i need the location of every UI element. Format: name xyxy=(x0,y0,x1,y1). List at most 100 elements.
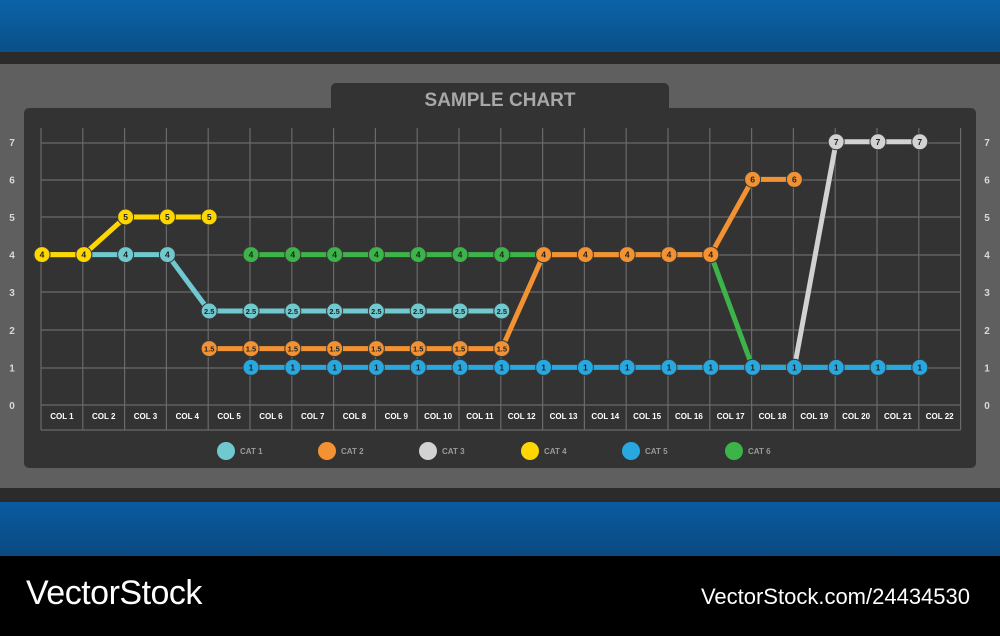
data-point xyxy=(284,358,302,376)
legend-swatch xyxy=(318,442,336,460)
top-blue-band xyxy=(0,0,1000,52)
data-label: 4 xyxy=(541,250,546,260)
y-tick-label-left: 4 xyxy=(9,251,15,262)
legend-label: CAT 2 xyxy=(341,447,364,456)
data-label: 1 xyxy=(625,362,630,372)
chart-panel xyxy=(24,108,976,468)
data-point xyxy=(242,358,260,376)
legend-swatch xyxy=(217,442,235,460)
data-point xyxy=(75,246,93,264)
data-label: 4 xyxy=(165,250,170,260)
data-point xyxy=(451,340,469,358)
series-cat-5: 1 1 1 1 1 1 1 1 1 1 1 1 1 1 1 1 1 xyxy=(242,358,929,376)
data-label: 2.5 xyxy=(455,307,465,316)
legend-label: CAT 4 xyxy=(544,447,567,456)
data-point xyxy=(785,358,803,376)
x-tick-label: COL 18 xyxy=(759,412,787,421)
y-tick-label-right: 2 xyxy=(984,326,990,337)
data-point xyxy=(660,246,678,264)
data-label: 1 xyxy=(499,362,504,372)
data-point xyxy=(911,358,929,376)
legend-label: CAT 5 xyxy=(645,447,668,456)
data-label: 7 xyxy=(917,137,922,147)
y-tick-label-left: 6 xyxy=(9,175,15,186)
data-point xyxy=(326,340,344,358)
x-tick-label: COL 17 xyxy=(717,412,745,421)
data-point xyxy=(911,133,929,151)
y-tick-label-left: 3 xyxy=(9,288,15,299)
x-tick-label: COL 9 xyxy=(385,412,409,421)
series-cat-4: 4 4 5 5 5 xyxy=(33,208,218,264)
data-label: 4 xyxy=(416,250,421,260)
data-label: 4 xyxy=(667,250,672,260)
data-point xyxy=(493,340,511,358)
data-point xyxy=(744,170,762,188)
y-tick-label-left: 1 xyxy=(9,363,15,374)
y-tick-label-right: 4 xyxy=(984,251,990,262)
x-tick-label: COL 4 xyxy=(176,412,200,421)
data-point xyxy=(744,358,762,376)
x-tick-label: COL 13 xyxy=(550,412,578,421)
x-tick-label: COL 21 xyxy=(884,412,912,421)
data-label: 1.5 xyxy=(455,345,465,354)
data-label: 4 xyxy=(81,250,86,260)
data-label: 1 xyxy=(416,362,421,372)
data-label: 1 xyxy=(458,362,463,372)
x-tick-label: COL 16 xyxy=(675,412,703,421)
x-tick-label: COL 1 xyxy=(50,412,74,421)
data-label: 1 xyxy=(541,362,546,372)
data-label: 1.5 xyxy=(288,345,298,354)
y-tick-label-right: 0 xyxy=(984,401,990,412)
data-point xyxy=(284,302,302,320)
x-tick-label: COL 14 xyxy=(591,412,619,421)
legend-swatch xyxy=(622,442,640,460)
x-tick-label: COL 5 xyxy=(217,412,241,421)
data-point xyxy=(409,302,427,320)
data-label: 1.5 xyxy=(413,345,423,354)
y-tick-label-left: 7 xyxy=(9,138,15,149)
data-label: 2.5 xyxy=(371,307,381,316)
data-label: 1 xyxy=(708,362,713,372)
x-tick-label: COL 22 xyxy=(926,412,954,421)
x-tick-label: COL 19 xyxy=(800,412,828,421)
legend-swatch xyxy=(725,442,743,460)
data-point xyxy=(409,340,427,358)
data-label: 1 xyxy=(249,362,254,372)
data-label: 2.5 xyxy=(204,307,214,316)
y-tick-label-right: 6 xyxy=(984,175,990,186)
data-point xyxy=(493,358,511,376)
bottom-blue-band xyxy=(0,502,1000,556)
y-tick-label-right: 5 xyxy=(984,213,990,224)
legend-item: CAT 4 xyxy=(521,442,567,460)
legend-item: CAT 6 xyxy=(725,442,771,460)
data-label: 1 xyxy=(667,362,672,372)
data-point xyxy=(367,358,385,376)
data-label: 7 xyxy=(834,137,839,147)
data-point xyxy=(409,358,427,376)
data-point xyxy=(493,246,511,264)
data-label: 1 xyxy=(750,362,755,372)
data-label: 2.5 xyxy=(497,307,507,316)
data-label: 4 xyxy=(123,250,128,260)
y-tick-label-right: 7 xyxy=(984,138,990,149)
data-label: 5 xyxy=(207,212,212,222)
series-line xyxy=(39,252,505,314)
data-label: 1.5 xyxy=(371,345,381,354)
grid xyxy=(40,128,962,431)
data-point xyxy=(451,358,469,376)
data-point xyxy=(367,302,385,320)
data-point xyxy=(618,246,636,264)
data-point xyxy=(117,246,135,264)
top-divider xyxy=(0,52,1000,64)
data-point xyxy=(451,246,469,264)
legend-item: CAT 1 xyxy=(217,442,263,460)
legend-item: CAT 2 xyxy=(318,442,364,460)
legend-item: CAT 3 xyxy=(419,442,465,460)
data-label: 1 xyxy=(290,362,295,372)
data-label: 5 xyxy=(123,212,128,222)
data-point xyxy=(200,302,218,320)
x-tick-label: COL 20 xyxy=(842,412,870,421)
y-tick-label-left: 5 xyxy=(9,213,15,224)
data-label: 2.5 xyxy=(329,307,339,316)
footer: VectorStock VectorStock.com/24434530 xyxy=(0,556,1000,636)
